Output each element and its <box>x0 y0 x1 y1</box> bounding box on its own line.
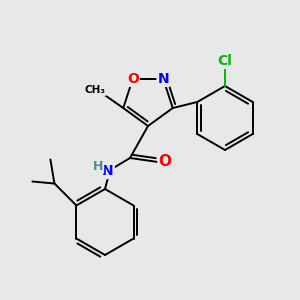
Text: O: O <box>158 154 172 169</box>
Text: H: H <box>93 160 103 172</box>
Text: N: N <box>158 72 169 86</box>
Text: O: O <box>127 72 139 86</box>
Text: N: N <box>102 164 114 178</box>
Text: CH₃: CH₃ <box>85 85 106 95</box>
Text: Cl: Cl <box>218 54 232 68</box>
